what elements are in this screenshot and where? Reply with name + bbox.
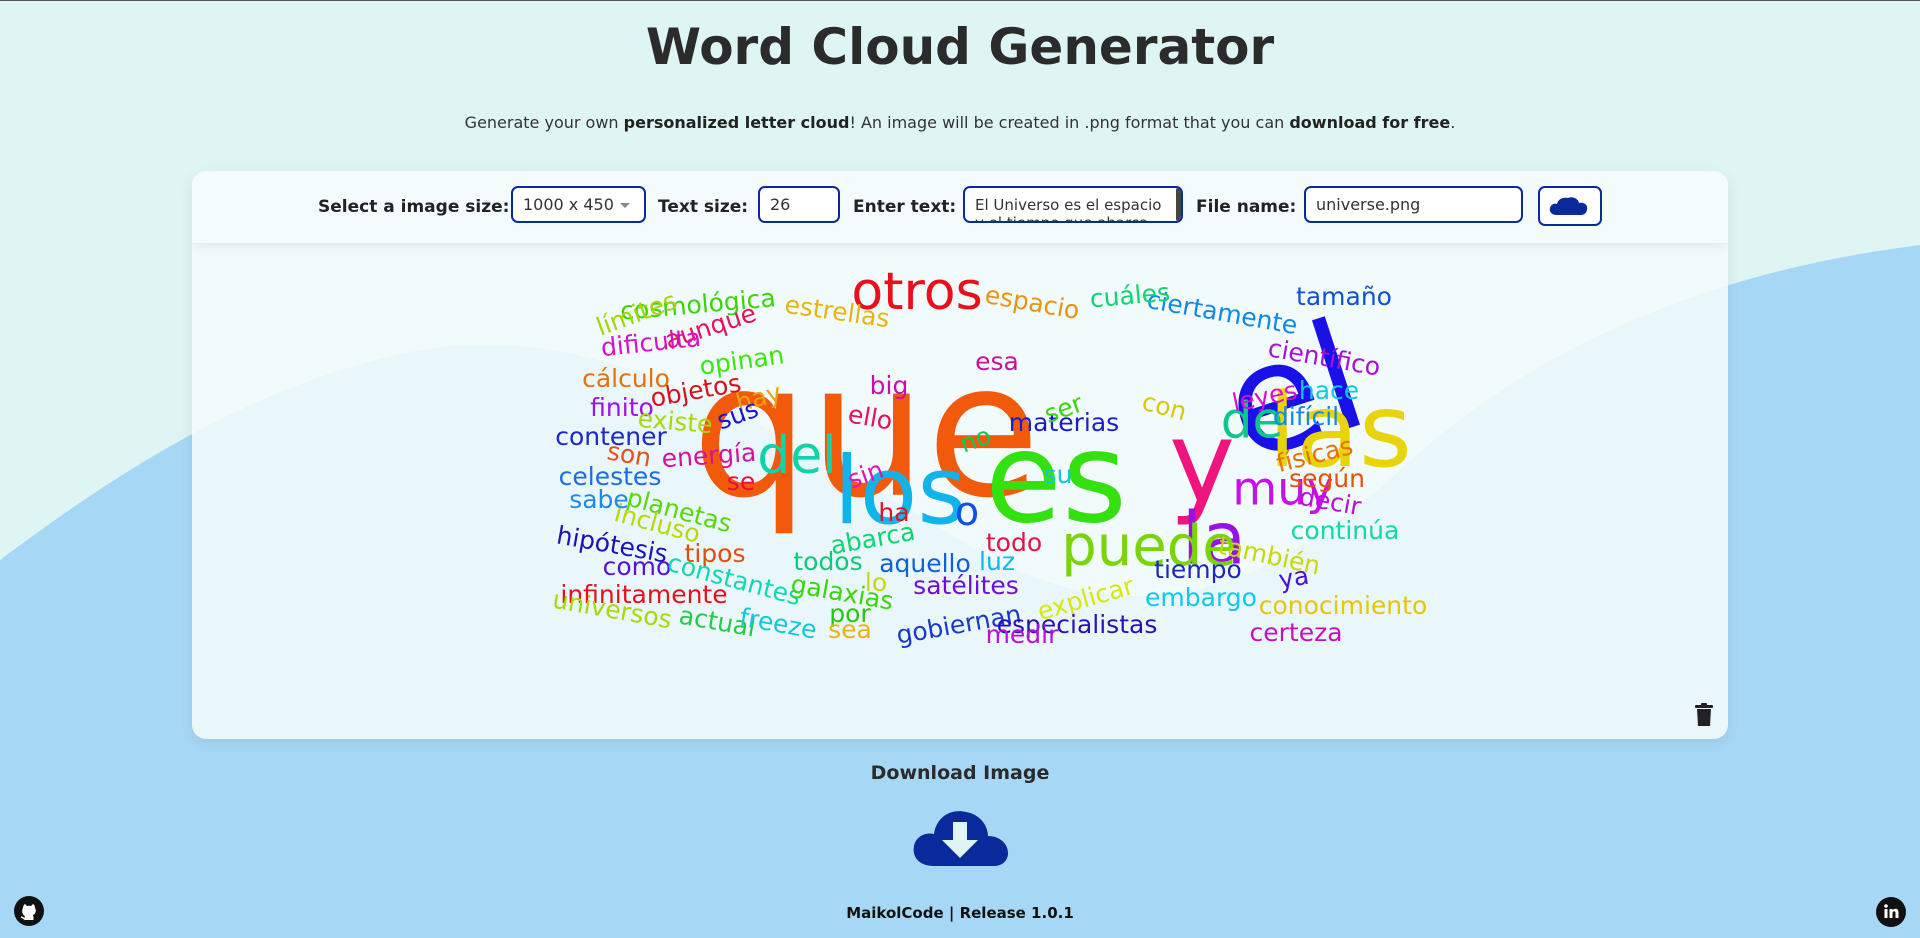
word-cloud-word: luz [979,547,1015,576]
text-input[interactable]: El Universo es el espacio y el tiempo qu… [963,186,1183,223]
word-cloud-word: satélites [913,571,1019,600]
word-cloud-word: esa [975,347,1019,376]
download-button[interactable] [910,798,1010,868]
word-cloud-word: del [757,426,836,486]
word-cloud-word: cuáles [1089,278,1171,314]
word-cloud-word: según [1289,464,1365,493]
word-cloud-word: celestes [559,462,662,491]
image-size-label: Select a image size: [318,197,510,217]
word-cloud-word: muy [1232,462,1333,516]
word-cloud-word: difícil [1273,402,1339,431]
word-cloud-word: su [1044,460,1073,489]
file-name-label: File name: [1196,197,1297,217]
word-cloud-word: se [727,467,755,496]
word-cloud-word: puede [1061,514,1237,579]
word-cloud-word: big [870,371,909,400]
cloud-download-icon [913,811,1008,866]
word-cloud-word: sabe [569,485,629,514]
word-cloud-word: de [1221,392,1284,450]
github-icon[interactable] [14,896,44,926]
word-cloud-word: tiempo [1154,555,1242,584]
generator-card: Select a image size: 1000 x 450 Text siz… [192,171,1728,739]
word-cloud-word: conocimiento [1259,591,1428,620]
word-cloud-word: todos [793,547,862,576]
text-input-value: El Universo es el espacio y el tiempo qu… [975,196,1162,223]
word-cloud-word: aquello [879,549,971,578]
toolbar: Select a image size: 1000 x 450 Text siz… [192,171,1728,244]
word-cloud-word: las [1268,372,1412,491]
word-cloud-word: y [1169,398,1235,528]
page-title: Word Cloud Generator [645,18,1275,76]
file-name-input[interactable]: universe.png [1304,186,1523,223]
word-cloud-word: finito [590,393,654,422]
word-cloud-word: sea [828,615,872,644]
text-size-input[interactable]: 26 [758,186,840,223]
word-cloud-word: es [985,406,1127,551]
word-cloud-word: cálculo [582,364,670,393]
word-cloud-word: embargo [1145,583,1257,612]
word-cloud-word: los [834,437,967,546]
chevron-down-icon [619,203,630,208]
word-cloud-word: como [603,552,672,581]
word-cloud-word: todo [986,528,1042,557]
image-size-value: 1000 x 450 [523,195,614,214]
word-cloud-word: infinitamente [560,580,727,609]
word-cloud-word: energía [661,438,757,474]
textarea-scrollbar[interactable] [1176,188,1181,221]
word-cloud-word: certeza [1249,618,1342,647]
word-cloud-word: continúa [1291,516,1400,545]
word-cloud-word: especialistas [997,610,1158,639]
word-cloud-word: tamaño [1296,282,1392,311]
word-cloud-word: tipos [685,539,746,568]
generate-button[interactable] [1538,186,1602,226]
download-label: Download Image [870,762,1050,784]
word-cloud-word: o [955,489,979,535]
text-size-label: Text size: [658,197,749,217]
word-cloud-word: por [829,599,871,628]
enter-text-label: Enter text: [853,197,957,217]
word-cloud-word: lo [865,568,887,597]
word-cloud-word: materias [1009,408,1119,437]
word-cloud-word: ha [878,498,909,527]
word-cloud-word: medir [986,620,1060,649]
top-border [0,0,1920,1]
word-cloud-word: espacio [983,280,1082,325]
word-cloud-word: la [1182,497,1246,581]
word-cloud-word: hace [1299,376,1359,405]
cloud-icon [1549,197,1588,215]
page-subtitle: Generate your own personalized letter cl… [464,113,1456,132]
word-cloud-word: existe [637,404,714,439]
image-size-select[interactable]: 1000 x 450 [511,186,646,223]
word-cloud-word: con [1139,387,1190,427]
word-cloud-word: contener [555,422,667,451]
footer-credits: MaikolCode | Release 1.0.1 [846,904,1074,922]
word-cloud-word: otros [851,262,982,322]
linkedin-icon[interactable] [1876,897,1906,927]
trash-icon[interactable] [1694,703,1714,727]
word-cloud-word: ya [1276,561,1311,595]
word-cloud-word: que [692,323,1041,539]
